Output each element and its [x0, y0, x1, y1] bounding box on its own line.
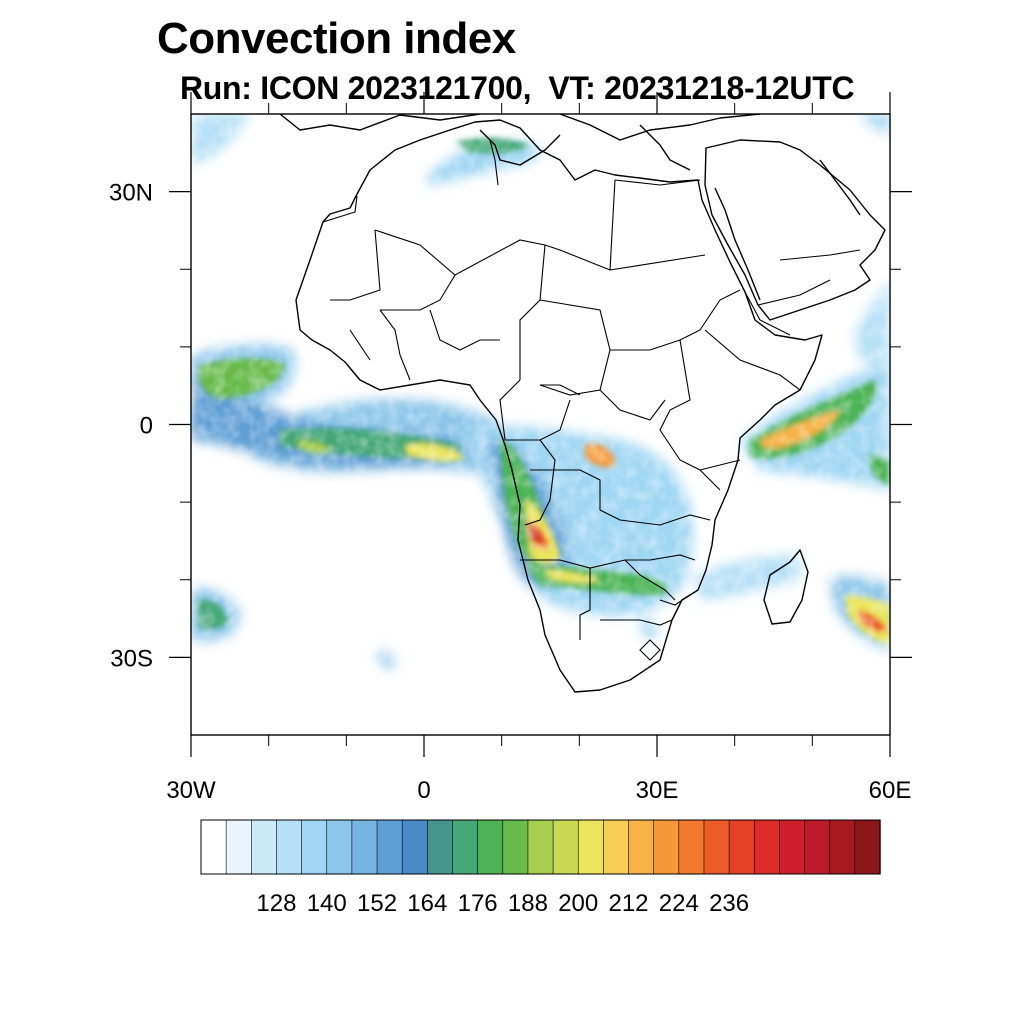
map-ticks: 30W 0 30E 60E 30N 0 30S: [109, 92, 912, 804]
colorbar-swatch: [502, 819, 529, 875]
colorbar-label: 140: [307, 890, 347, 917]
europe-coastline: [279, 114, 481, 131]
colorbar-swatch: [678, 819, 705, 875]
colorbar-swatch: [376, 819, 403, 875]
lon-tick-label: 30W: [166, 777, 216, 804]
colorbar-label: 200: [558, 890, 598, 917]
colorbar-swatch: [577, 819, 605, 875]
colorbar-label: 128: [256, 890, 296, 917]
colorbar-swatch: [779, 819, 806, 875]
colorbar-label: 152: [357, 890, 397, 917]
colorbar-frame: [200, 819, 881, 875]
colorbar-swatch: [829, 819, 856, 875]
lon-tick-label: 0: [417, 777, 430, 804]
colorbar-swatch: [603, 819, 630, 875]
chart-subtitle: Run: ICON 2023121700, VT: 20231218-12UTC: [180, 70, 855, 106]
lat-tick-label: 30S: [110, 645, 153, 672]
country-borders: [322, 139, 861, 661]
colorbar-swatch: [250, 819, 278, 875]
colorbar-swatch: [351, 819, 378, 875]
colorbar-swatch: [477, 819, 504, 875]
colorbar-swatch: [326, 819, 353, 875]
colorbar-swatch: [728, 819, 755, 875]
arabia-coastline: [704, 139, 886, 321]
coastlines: [279, 114, 886, 693]
colorbar-swatch: [552, 819, 579, 875]
colorbar-swatch: [753, 819, 781, 875]
madagascar-coastline: [763, 549, 809, 625]
colorbar-swatch: [301, 819, 328, 875]
lat-tick-label: 0: [140, 413, 153, 440]
colorbar-label: 164: [407, 890, 447, 917]
colorbar-swatch: [401, 819, 429, 875]
colorbar-label: 212: [608, 890, 648, 917]
red-sea-coast: [714, 187, 761, 301]
chart-title: Convection index: [157, 14, 516, 63]
convection-field: [191, 114, 890, 735]
colorbar: 128 140 152 164 176 188 200 212 224 236: [200, 819, 881, 917]
persian-gulf-coast: [819, 159, 861, 216]
colorbar-swatch: [804, 819, 831, 875]
colorbar-label: 188: [508, 890, 548, 917]
colorbar-swatch: [200, 819, 227, 875]
colorbar-swatch: [703, 819, 730, 875]
colorbar-label: 176: [458, 890, 498, 917]
lon-tick-label: 60E: [869, 777, 912, 804]
colorbar-swatch: [628, 819, 655, 875]
colorbar-swatch: [427, 819, 454, 875]
colorbar-swatch: [452, 819, 479, 875]
africa-coastline: [295, 119, 823, 693]
lat-tick-label: 30N: [109, 180, 153, 207]
colorbar-swatch: [276, 819, 303, 875]
colorbar-swatch: [653, 819, 680, 875]
colorbar-swatch: [527, 819, 554, 875]
colorbar-swatch: [225, 819, 252, 875]
colorbar-label: 236: [709, 890, 749, 917]
lon-tick-label: 30E: [636, 777, 679, 804]
colorbar-label: 224: [659, 890, 699, 917]
colorbar-swatch: [854, 819, 881, 875]
